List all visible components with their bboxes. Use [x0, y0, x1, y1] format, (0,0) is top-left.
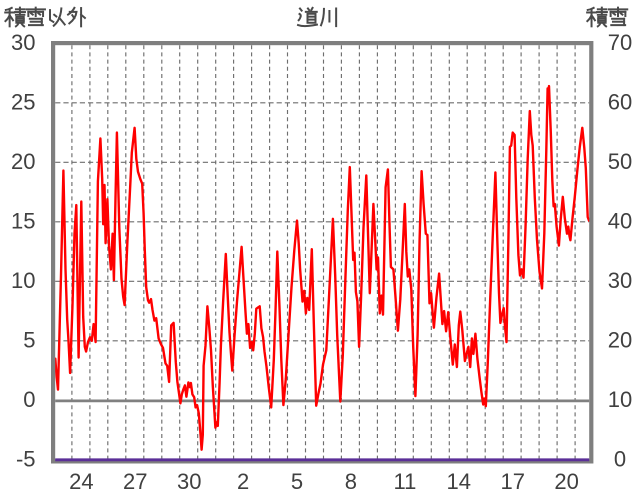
svg-text:60: 60	[608, 89, 632, 114]
svg-text:10: 10	[11, 268, 35, 293]
svg-text:8: 8	[345, 469, 357, 494]
svg-text:11: 11	[393, 469, 416, 494]
svg-text:30: 30	[11, 30, 35, 55]
svg-text:17: 17	[500, 469, 524, 494]
svg-text:50: 50	[608, 149, 632, 174]
svg-text:10: 10	[608, 387, 632, 412]
svg-text:0: 0	[614, 446, 626, 471]
svg-text:2: 2	[237, 469, 249, 494]
svg-text:20: 20	[11, 149, 35, 174]
svg-text:30: 30	[608, 268, 632, 293]
svg-text:25: 25	[11, 89, 35, 114]
svg-text:20: 20	[608, 327, 632, 352]
svg-text:40: 40	[608, 208, 632, 233]
svg-text:24: 24	[69, 469, 93, 494]
svg-text:27: 27	[123, 469, 147, 494]
svg-text:30: 30	[177, 469, 201, 494]
svg-text:15: 15	[11, 208, 35, 233]
svg-text:70: 70	[608, 30, 632, 55]
svg-text:-5: -5	[16, 446, 36, 471]
svg-text:5: 5	[291, 469, 303, 494]
svg-text:20: 20	[554, 469, 578, 494]
svg-text:5: 5	[23, 327, 35, 352]
svg-text:14: 14	[447, 469, 471, 494]
svg-text:0: 0	[23, 387, 35, 412]
